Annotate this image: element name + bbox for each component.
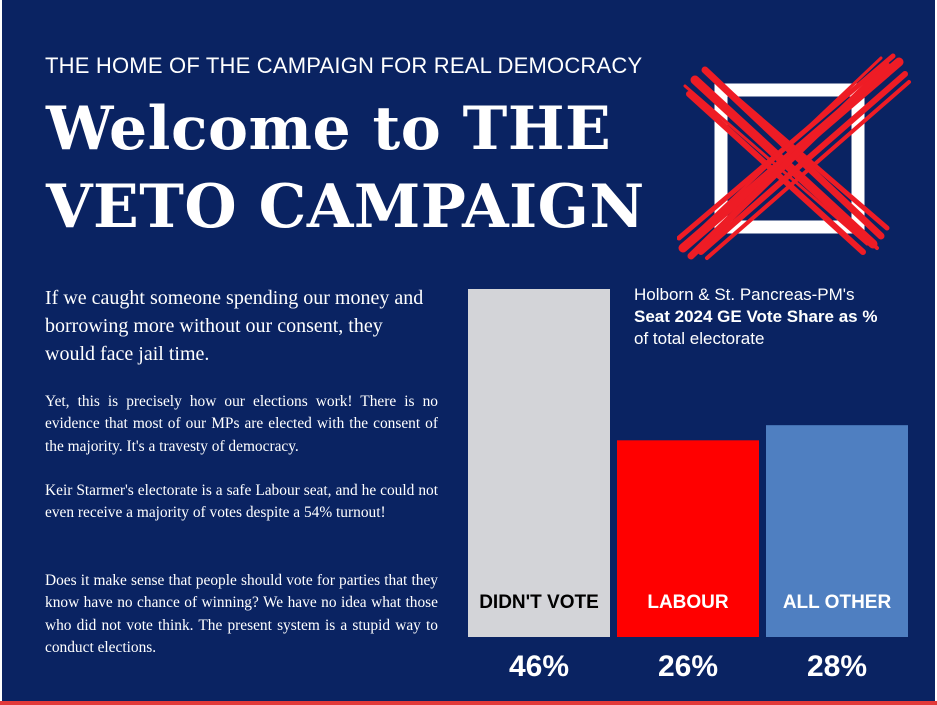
lead-paragraph: If we caught someone spending our money … [45,287,424,365]
veto-ballot-icon [677,53,911,260]
title-line-2: VETO CAMPAIGN [46,172,645,242]
value-label-labour: 26% [658,650,718,683]
page-title: Welcome to THE VETO CAMPAIGN [46,90,645,246]
bar-labour [617,440,759,637]
paragraph-2: Keir Starmer's electorate is a safe Labo… [45,482,438,522]
bar-didn-t-vote [468,289,610,637]
chart-title: Holborn & St. Pancreas-PM's Seat 2024 GE… [634,284,934,350]
paragraph-3: Does it make sense that people should vo… [45,572,438,657]
bottom-divider [0,701,937,705]
category-label-labour: LABOUR [647,592,729,613]
category-label-all-other: ALL OTHER [783,592,892,613]
title-line-1: Welcome to THE [46,94,612,164]
chart-title-line-3: of total electorate [634,329,765,348]
category-label-didn-t-vote: DIDN'T VOTE [479,592,599,613]
tagline: THE HOME OF THE CAMPAIGN FOR REAL DEMOCR… [45,53,643,78]
red-cross-mark [677,53,911,260]
chart-title-line-2: Seat 2024 GE Vote Share as % [634,307,878,326]
paragraph-1: Yet, this is precisely how our elections… [45,393,438,455]
bar-all-other [766,425,908,637]
value-label-didn-t-vote: 46% [509,650,569,683]
ballot-box-outline [714,83,865,234]
chart-title-line-1: Holborn & St. Pancreas-PM's [634,285,855,304]
value-label-all-other: 28% [807,650,867,683]
